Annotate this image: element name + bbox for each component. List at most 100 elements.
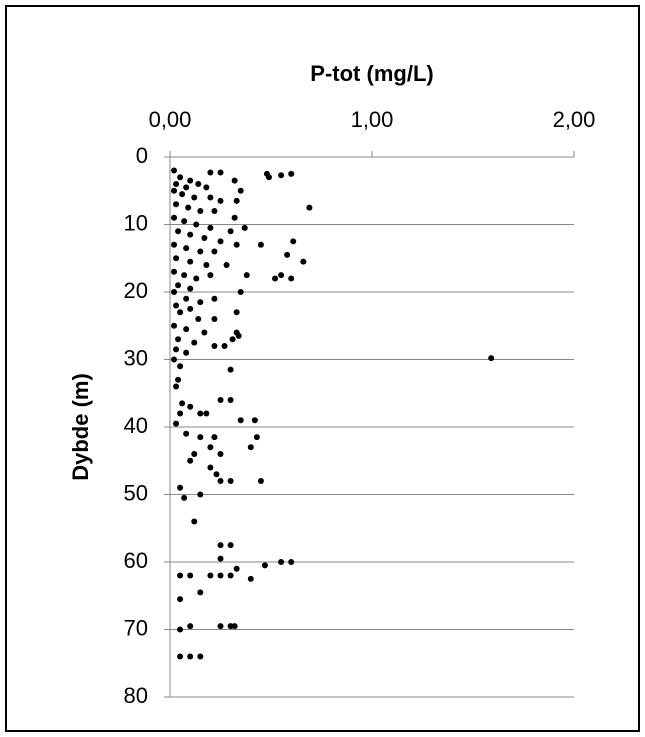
y-tick-label: 40: [124, 413, 148, 438]
data-point: [191, 194, 198, 201]
data-point: [171, 289, 178, 295]
data-point: [187, 258, 194, 265]
data-point: [227, 542, 234, 549]
y-tick-label: 80: [124, 683, 148, 708]
chart-frame: [5, 5, 640, 732]
data-point: [217, 397, 224, 403]
data-point: [265, 174, 272, 181]
data-point: [253, 434, 260, 441]
data-point: [300, 258, 307, 265]
data-point: [272, 275, 279, 282]
data-point: [207, 194, 214, 201]
data-point: [177, 596, 184, 603]
data-point: [177, 410, 184, 417]
data-point: [201, 235, 208, 241]
data-point: [233, 241, 240, 248]
data-point: [173, 255, 180, 262]
y-tick-label: 0: [136, 143, 148, 168]
data-point: [217, 478, 224, 484]
data-point: [211, 316, 218, 322]
data-point: [197, 299, 204, 306]
data-point: [229, 336, 236, 343]
data-point: [227, 478, 234, 484]
data-point: [183, 184, 190, 191]
data-point: [183, 245, 190, 252]
data-point: [197, 434, 204, 441]
data-point: [290, 238, 297, 245]
data-point: [173, 420, 180, 427]
data-point: [171, 268, 178, 275]
data-point: [173, 302, 180, 309]
data-point: [187, 623, 194, 630]
data-point: [233, 197, 240, 204]
data-point: [227, 366, 234, 373]
data-point: [175, 376, 182, 383]
data-point: [173, 346, 180, 353]
data-point: [211, 343, 218, 349]
data-point: [179, 191, 186, 198]
data-point: [183, 295, 190, 302]
data-point: [247, 444, 254, 451]
data-point: [237, 187, 244, 194]
data-point: [257, 241, 264, 248]
data-point: [251, 417, 258, 424]
data-point: [181, 218, 188, 225]
data-point: [187, 305, 194, 312]
data-point: [193, 275, 200, 282]
x-tick-label: 0,00: [149, 107, 192, 132]
data-point: [177, 363, 184, 370]
data-point: [173, 201, 180, 208]
data-point: [177, 309, 184, 316]
data-point: [217, 572, 224, 579]
data-point: [195, 181, 202, 187]
data-point: [177, 626, 184, 633]
data-point: [488, 355, 495, 362]
data-point: [203, 410, 210, 417]
data-point: [227, 397, 234, 403]
y-tick-label: 70: [124, 615, 148, 640]
data-point: [187, 653, 194, 660]
data-point: [191, 339, 198, 346]
data-point: [173, 383, 180, 390]
data-point: [193, 221, 200, 228]
data-point: [207, 464, 214, 471]
data-point: [217, 238, 224, 245]
data-point: [227, 228, 234, 235]
data-point: [231, 177, 238, 184]
y-axis-title: Dybde (m): [68, 373, 93, 481]
data-point: [197, 208, 204, 214]
data-point: [187, 572, 194, 579]
data-point: [207, 272, 214, 279]
data-point: [207, 169, 214, 176]
x-axis-title: P-tot (mg/L): [310, 61, 433, 86]
data-point: [171, 214, 178, 221]
data-point: [278, 272, 285, 279]
data-point: [231, 623, 238, 630]
data-point: [223, 262, 230, 268]
data-point: [233, 309, 240, 316]
data-point: [288, 559, 295, 565]
data-point: [241, 224, 248, 231]
data-point: [171, 322, 178, 329]
data-point: [221, 343, 228, 349]
data-point: [217, 542, 224, 549]
data-point: [187, 231, 194, 238]
data-point: [211, 434, 218, 441]
data-point: [243, 272, 250, 279]
data-point: [231, 214, 238, 221]
data-point: [177, 174, 184, 181]
x-tick-label: 1,00: [351, 107, 394, 132]
data-point: [237, 417, 244, 424]
data-point: [211, 295, 218, 302]
data-point: [171, 167, 178, 174]
data-point: [187, 403, 194, 410]
data-point: [175, 228, 182, 235]
data-point: [235, 332, 242, 339]
data-point: [257, 478, 264, 484]
data-point: [181, 494, 188, 501]
data-point: [233, 565, 240, 572]
data-point: [288, 275, 295, 282]
data-point: [177, 653, 184, 660]
data-point: [217, 623, 224, 630]
y-tick-label: 60: [124, 548, 148, 573]
